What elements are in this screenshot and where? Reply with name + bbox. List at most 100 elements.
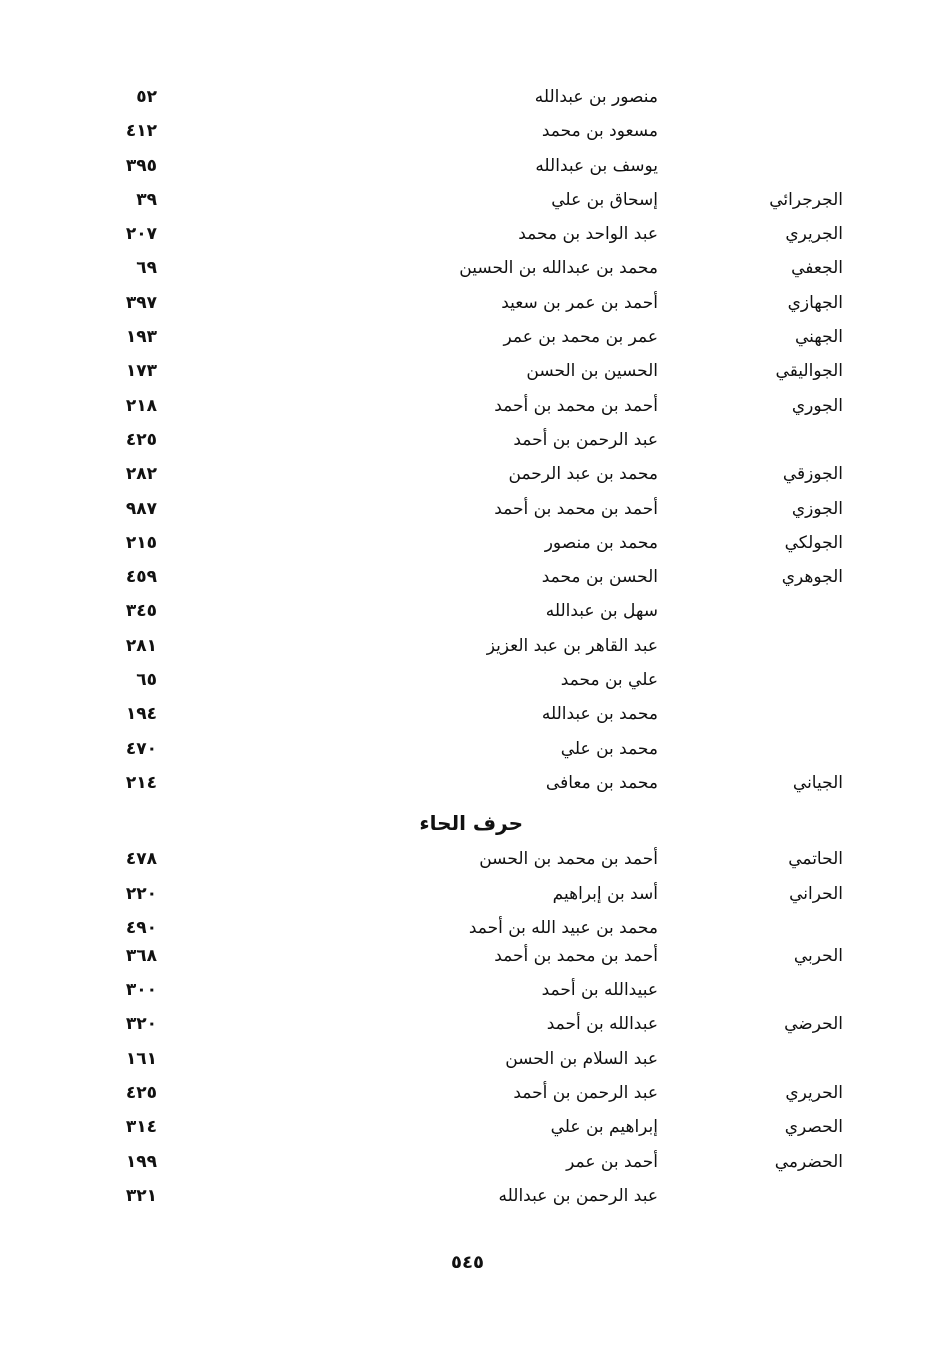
index-entry: الحرضي عبدالله بن أحمد ٣٢٠ [0, 1007, 935, 1041]
entry-name: عمر بن محمد بن عمر [503, 327, 659, 348]
index-entry: الحراني أسد بن إبراهيم ٢٢٠ [0, 877, 935, 911]
entry-nisba: الجوهري [781, 567, 843, 588]
entry-page-number: ١٩٤ [125, 704, 157, 725]
entry-name: عبد القاهر بن عبد العزيز [486, 635, 658, 656]
entry-nisba: الحاتمي [788, 849, 843, 870]
entry-name: عبد الرحمن بن أحمد [513, 429, 658, 450]
entry-name: عبد السلام بن الحسن [505, 1048, 658, 1069]
entry-name: محمد بن منصور [544, 532, 658, 553]
entry-name: عبدالله بن أحمد [546, 1014, 658, 1035]
entry-name: عبد الرحمن بن أحمد [513, 1083, 658, 1104]
entry-page-number: ٤٧٠ [125, 738, 157, 759]
entry-name: عبد الواحد بن محمد [518, 224, 658, 245]
entry-name: مسعود بن محمد [541, 121, 658, 142]
entry-page-number: ١٩٩ [125, 1151, 157, 1172]
index-entry: الجهازي أحمد بن عمر بن سعيد ٣٩٧ [0, 286, 935, 320]
entry-nisba: الجعفي [791, 258, 843, 279]
entry-page-number: ٢٢٠ [125, 883, 157, 904]
entry-name: أحمد بن محمد بن أحمد [494, 498, 658, 519]
index-entry: الجوهري الحسن بن محمد ٤٥٩ [0, 560, 935, 594]
entry-name: علي بن محمد [560, 670, 658, 691]
index-entry: الحربي أحمد بن محمد بن أحمد ٣٦٨ [0, 939, 935, 973]
entry-page-number: ٣٢١ [125, 1185, 157, 1206]
entry-name: عبد الرحمن بن عبدالله [498, 1185, 658, 1206]
entry-page-number: ٥٢ [136, 87, 157, 107]
entry-page-number: ٩٨٧ [125, 498, 157, 519]
entry-page-number: ٤٧٨ [125, 849, 157, 870]
index-entry: عبد القاهر بن عبد العزيز ٢٨١ [0, 629, 935, 663]
entry-page-number: ٢١٨ [125, 395, 157, 416]
entry-page-number: ٢٨١ [125, 635, 157, 656]
entry-nisba: الجياني [792, 772, 843, 793]
index-entry: محمد بن عبدالله ١٩٤ [0, 697, 935, 731]
entry-page-number: ٣٩ [136, 189, 157, 210]
entry-page-number: ٤٢٥ [125, 429, 157, 450]
entry-name: أحمد بن محمد بن الحسن [479, 849, 658, 870]
index-entry: يوسف بن عبدالله ٣٩٥ [0, 149, 935, 183]
entry-page-number: ٣١٤ [125, 1117, 157, 1138]
entry-name: عبيدالله بن أحمد [541, 980, 658, 1001]
entry-name: إبراهيم بن علي [550, 1117, 658, 1138]
entry-nisba: الجوزي [791, 498, 843, 519]
index-entry: سهل بن عبدالله ٣٤٥ [0, 594, 935, 628]
entry-nisba: الحراني [789, 883, 843, 904]
index-entry: عبيدالله بن أحمد ٣٠٠ [0, 973, 935, 1007]
index-entry: الجوري أحمد بن محمد بن أحمد ٢١٨ [0, 389, 935, 423]
index-entry: منصور بن عبدالله ٥٢ [0, 80, 935, 114]
entry-page-number: ١٩٣ [125, 327, 157, 348]
entry-nisba: الحرضي [784, 1014, 843, 1035]
entry-page-number: ٢٨٢ [125, 464, 157, 485]
entry-page-number: ٤٥٩ [125, 567, 157, 588]
entry-page-number: ٢١٤ [125, 772, 157, 793]
index-entry: الحضرمي أحمد بن عمر ١٩٩ [0, 1145, 935, 1179]
entry-page-number: ٢١٥ [125, 532, 157, 553]
entry-name: أحمد بن عمر بن سعيد [501, 292, 658, 313]
entry-name: الحسن بن محمد [541, 567, 658, 588]
entry-name: أحمد بن محمد بن أحمد [494, 945, 658, 966]
index-entry: محمد بن علي ٤٧٠ [0, 732, 935, 766]
entry-nisba: الحصري [784, 1117, 843, 1138]
entry-page-number: ٣٩٥ [125, 155, 157, 176]
entry-name: محمد بن معافى [545, 772, 658, 793]
entry-nisba: الحريري [785, 1083, 843, 1104]
entry-page-number: ١٦١ [125, 1048, 157, 1069]
entry-name: محمد بن عبدالله بن الحسين [459, 258, 658, 279]
index-entry: عبد السلام بن الحسن ١٦١ [0, 1042, 935, 1076]
entry-name: يوسف بن عبدالله [535, 155, 658, 176]
entry-page-number: ٣٤٥ [125, 601, 157, 622]
entry-page-number: ٦٥ [136, 670, 157, 691]
index-entry: الجرجرائي إسحاق بن علي ٣٩ [0, 183, 935, 217]
section-heading: حرف الحاء [419, 811, 523, 836]
index-entry: الجواليقي الحسين بن الحسن ١٧٣ [0, 354, 935, 388]
index-entry: مسعود بن محمد ٤١٢ [0, 114, 935, 148]
index-entry: عبد الرحمن بن عبدالله ٣٢١ [0, 1179, 935, 1213]
index-entry: الحاتمي أحمد بن محمد بن الحسن ٤٧٨ [0, 842, 935, 876]
entry-page-number: ٣٦٨ [125, 945, 157, 966]
index-list: منصور بن عبدالله ٥٢ مسعود بن محمد ٤١٢ يوسف ب… [0, 80, 935, 1213]
entry-name: أحمد بن عمر [566, 1151, 658, 1172]
entry-nisba: الجوري [791, 395, 843, 416]
entry-name: الحسين بن الحسن [526, 361, 658, 382]
entry-name: أسد بن إبراهيم [552, 883, 658, 904]
entry-nisba: الجرجرائي [769, 189, 843, 210]
entry-nisba: الحربي [793, 945, 843, 966]
entry-page-number: ٤٢٥ [125, 1083, 157, 1104]
entry-page-number: ١٧٣ [125, 361, 157, 382]
entry-name: محمد بن علي [560, 738, 658, 759]
index-entry: الجولكي محمد بن منصور ٢١٥ [0, 526, 935, 560]
entry-name: محمد بن عبيد الله بن أحمد [468, 917, 658, 938]
entry-name: محمد بن عبدالله [541, 704, 658, 725]
index-entry: الحريري عبد الرحمن بن أحمد ٤٢٥ [0, 1076, 935, 1110]
index-entry: الجعفي محمد بن عبدالله بن الحسين ٦٩ [0, 251, 935, 285]
entry-name: سهل بن عبدالله [545, 601, 658, 622]
entry-page-number: ٤٩٠ [125, 917, 157, 938]
index-entry: الجياني محمد بن معافى ٢١٤ [0, 766, 935, 800]
entry-nisba: الجريري [785, 224, 843, 245]
entry-page-number: ٢٠٧ [125, 224, 157, 245]
entry-page-number: ٣٢٠ [125, 1014, 157, 1035]
index-entry: الجريري عبد الواحد بن محمد ٢٠٧ [0, 217, 935, 251]
index-entry: الجوزي أحمد بن محمد بن أحمد ٩٨٧ [0, 492, 935, 526]
entry-name: إسحاق بن علي [551, 189, 658, 210]
index-entry: محمد بن عبيد الله بن أحمد ٤٩٠ [0, 911, 935, 939]
entry-nisba: الجهازي [787, 292, 843, 313]
